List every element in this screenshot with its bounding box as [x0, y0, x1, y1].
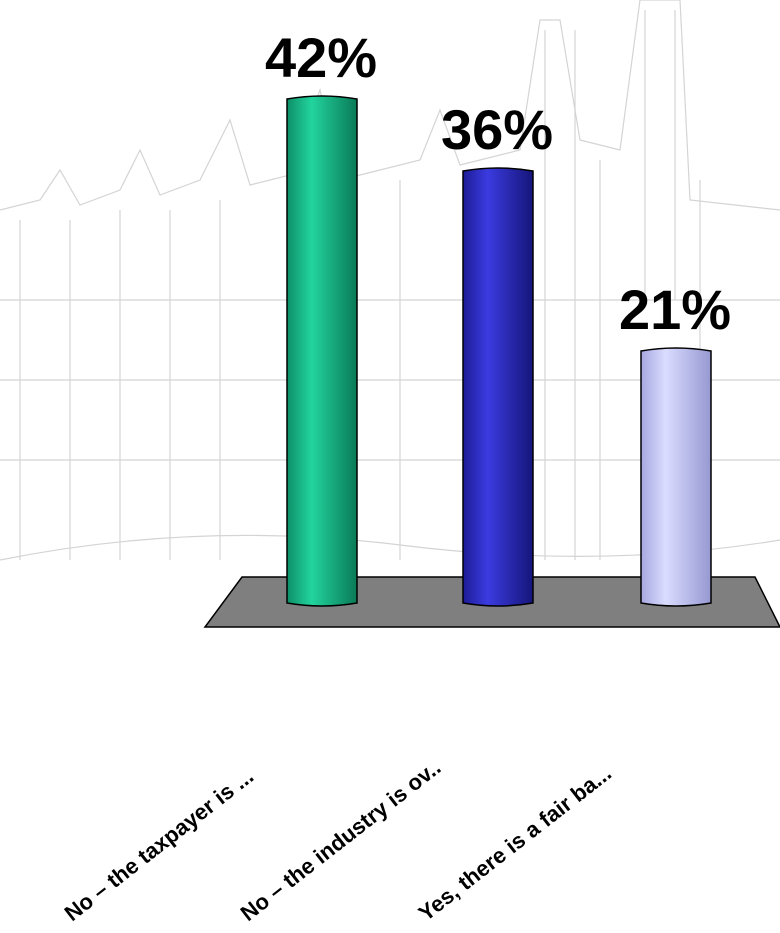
bar-3 [640, 347, 712, 607]
bars-group [286, 95, 712, 607]
category-labels-group: No – the taxpayer is ...No – the industr… [60, 754, 616, 925]
bar-2 [462, 167, 534, 607]
value-label-2: 36% [441, 98, 553, 161]
category-label-1: No – the taxpayer is ... [60, 763, 258, 926]
value-label-1: 42% [265, 26, 377, 89]
category-label-2: No – the industry is ov.. [236, 754, 446, 925]
value-label-3: 21% [619, 278, 731, 341]
value-labels-group: 42% 36% 21% [265, 26, 731, 341]
bar-1 [286, 95, 358, 607]
category-label-3: Yes, there is a fair ba... [414, 760, 616, 926]
